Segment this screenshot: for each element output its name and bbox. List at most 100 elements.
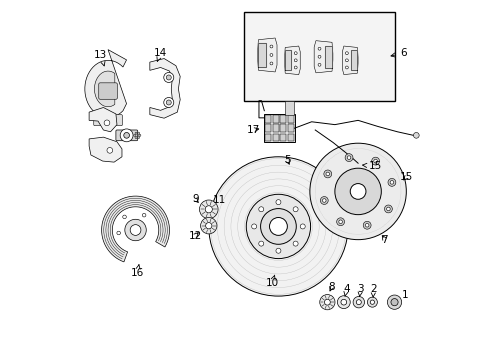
Circle shape	[325, 172, 329, 176]
Polygon shape	[89, 137, 122, 162]
Bar	[280, 134, 286, 141]
Circle shape	[324, 299, 329, 305]
Circle shape	[338, 220, 342, 224]
Bar	[264, 134, 271, 141]
Circle shape	[135, 136, 137, 139]
Polygon shape	[351, 50, 357, 70]
Circle shape	[369, 300, 374, 304]
Text: 16: 16	[130, 265, 143, 278]
Circle shape	[346, 156, 350, 159]
Circle shape	[292, 241, 298, 246]
Circle shape	[345, 59, 347, 62]
Bar	[280, 124, 286, 132]
Circle shape	[352, 296, 364, 308]
Circle shape	[107, 148, 112, 153]
Circle shape	[294, 59, 297, 62]
Circle shape	[137, 132, 140, 134]
Text: 8: 8	[327, 282, 334, 292]
Circle shape	[135, 132, 137, 134]
Circle shape	[269, 45, 272, 48]
Circle shape	[205, 206, 212, 213]
Circle shape	[166, 100, 171, 105]
Circle shape	[309, 143, 406, 240]
Polygon shape	[85, 50, 126, 117]
Circle shape	[166, 75, 171, 80]
Circle shape	[334, 168, 381, 215]
Circle shape	[317, 47, 320, 50]
Polygon shape	[285, 50, 291, 70]
Circle shape	[142, 213, 145, 217]
Circle shape	[137, 136, 140, 139]
Circle shape	[386, 207, 389, 211]
Text: 14: 14	[154, 48, 167, 61]
Text: 1: 1	[401, 290, 408, 300]
Bar	[244, 12, 394, 102]
Text: 9: 9	[191, 194, 198, 204]
Circle shape	[260, 208, 296, 244]
Polygon shape	[284, 46, 300, 75]
Bar	[264, 115, 271, 123]
Text: 3: 3	[357, 284, 363, 297]
FancyBboxPatch shape	[116, 130, 138, 141]
Circle shape	[269, 217, 287, 235]
Circle shape	[123, 132, 129, 138]
Circle shape	[117, 231, 120, 235]
Text: 15: 15	[362, 161, 381, 171]
Circle shape	[300, 224, 305, 229]
Text: 4: 4	[343, 284, 349, 296]
Circle shape	[322, 199, 325, 202]
Text: 15: 15	[399, 172, 412, 182]
Circle shape	[345, 154, 352, 162]
Circle shape	[349, 184, 365, 199]
Circle shape	[366, 297, 377, 307]
Bar	[272, 124, 278, 132]
Polygon shape	[324, 45, 331, 68]
Bar	[272, 134, 278, 141]
Circle shape	[251, 224, 256, 229]
Circle shape	[199, 200, 218, 219]
Circle shape	[345, 52, 347, 55]
Circle shape	[208, 157, 347, 296]
Circle shape	[258, 241, 263, 246]
Circle shape	[320, 197, 327, 204]
Circle shape	[373, 159, 377, 163]
Bar	[284, 102, 293, 115]
Circle shape	[317, 63, 320, 66]
Circle shape	[413, 132, 418, 138]
Bar	[280, 115, 286, 123]
Circle shape	[356, 300, 361, 305]
Circle shape	[269, 54, 272, 57]
Circle shape	[258, 207, 263, 212]
Text: 11: 11	[212, 195, 225, 205]
Polygon shape	[342, 46, 357, 75]
Circle shape	[323, 170, 331, 178]
Circle shape	[122, 215, 126, 219]
Bar	[264, 124, 271, 132]
Circle shape	[336, 218, 344, 226]
Text: 12: 12	[188, 231, 202, 241]
Circle shape	[319, 294, 334, 310]
Circle shape	[317, 55, 320, 58]
Text: 5: 5	[284, 156, 290, 165]
Circle shape	[337, 296, 349, 309]
Bar	[287, 134, 293, 141]
Circle shape	[294, 52, 297, 55]
Circle shape	[363, 221, 370, 229]
Text: 6: 6	[390, 48, 406, 58]
Circle shape	[134, 134, 136, 136]
FancyBboxPatch shape	[111, 114, 122, 126]
Circle shape	[104, 120, 110, 126]
Circle shape	[139, 134, 141, 136]
Circle shape	[205, 222, 211, 229]
Polygon shape	[102, 196, 169, 262]
FancyBboxPatch shape	[94, 114, 104, 126]
FancyBboxPatch shape	[264, 114, 294, 142]
Bar	[287, 115, 293, 123]
Bar	[272, 115, 278, 123]
Circle shape	[275, 200, 281, 204]
Circle shape	[120, 129, 133, 142]
Circle shape	[163, 72, 173, 82]
Polygon shape	[257, 38, 276, 72]
Text: 13: 13	[94, 50, 107, 66]
Circle shape	[365, 224, 368, 227]
